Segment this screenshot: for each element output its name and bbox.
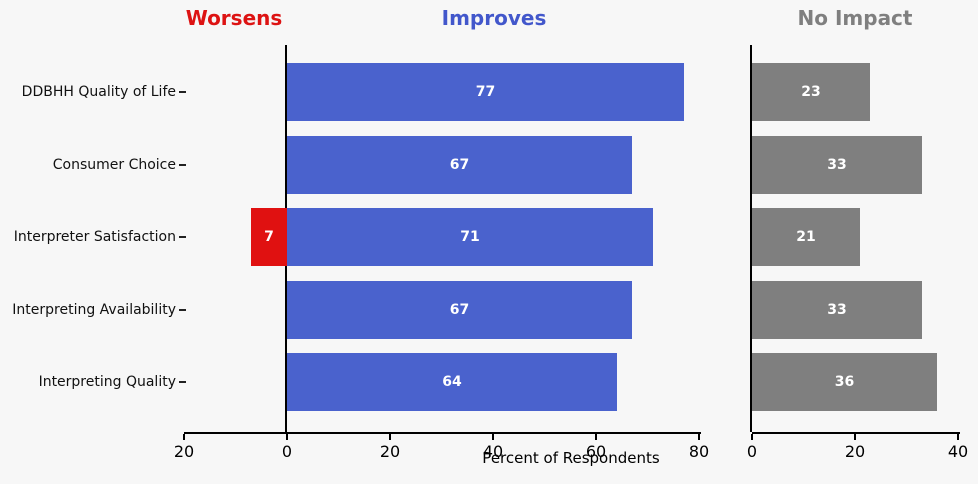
x-axis-tick xyxy=(957,434,959,440)
bar-no-impact: 33 xyxy=(752,281,922,339)
bar-no-impact: 21 xyxy=(752,208,860,266)
bar-value-label: 67 xyxy=(449,302,470,318)
category-label: Interpreting Quality xyxy=(38,374,176,390)
x-axis-tick-label: 20 xyxy=(844,442,866,461)
x-axis-tick xyxy=(286,434,288,440)
bar-improves: 77 xyxy=(287,63,684,121)
x-axis-tick-label: 0 xyxy=(746,442,758,461)
bar-value-label: 36 xyxy=(834,374,855,390)
category-label: Interpreter Satisfaction xyxy=(13,229,176,245)
bar-value-label: 67 xyxy=(449,157,470,173)
x-axis-tick xyxy=(389,434,391,440)
category-tick xyxy=(179,236,186,238)
x-axis-left: 20 0 20 40 60 80 xyxy=(174,432,709,466)
category-tick xyxy=(179,381,186,383)
category-tick xyxy=(179,163,186,166)
x-axis-tick xyxy=(595,434,597,440)
bar-improves: 71 xyxy=(287,208,653,266)
category-label: Interpreting Availability xyxy=(12,301,176,318)
x-axis-tick xyxy=(751,434,753,440)
category-tick xyxy=(179,308,186,311)
category-axis: DDBHH Quality of Life Consumer Choice Inte… xyxy=(0,0,192,484)
x-axis-tick-label: 0 xyxy=(281,442,293,461)
zero-line-right xyxy=(750,45,752,432)
category-label: DDBHH Quality of Life xyxy=(21,84,176,100)
category-tick xyxy=(179,91,186,93)
panel-header-no-impact: No Impact xyxy=(797,6,913,30)
bar-no-impact: 33 xyxy=(752,136,922,194)
bar-value-label: 21 xyxy=(796,229,816,245)
x-axis-tick xyxy=(183,434,185,440)
category-label: Consumer Choice xyxy=(52,156,176,173)
bar-value-label: 33 xyxy=(827,157,847,173)
bar-improves: 67 xyxy=(287,281,632,339)
panel-worsens-improves: 7 77 67 71 67 64 xyxy=(184,45,700,432)
bar-value-label: 7 xyxy=(264,229,274,245)
bar-no-impact: 23 xyxy=(752,63,870,121)
bar-improves: 64 xyxy=(287,353,617,411)
bar-value-label: 77 xyxy=(475,84,496,100)
x-axis-tick-label: 40 xyxy=(482,442,504,461)
x-axis-tick xyxy=(698,434,700,440)
x-axis-tick-label: 40 xyxy=(947,442,969,461)
x-axis-tick xyxy=(492,434,494,440)
bar-no-impact: 36 xyxy=(752,353,937,411)
panel-header-worsens: Worsens xyxy=(185,6,283,30)
bar-value-label: 71 xyxy=(460,229,480,245)
panel-no-impact: 23 33 21 33 36 xyxy=(750,45,959,432)
bar-improves: 67 xyxy=(287,136,632,194)
x-axis-tick-label: 60 xyxy=(585,442,607,461)
panel-header-improves: Improves xyxy=(441,6,547,30)
x-axis-title: Percent of Respondents xyxy=(482,449,660,467)
x-axis-right: 0 20 40 xyxy=(747,432,968,466)
bar-value-label: 33 xyxy=(827,302,847,318)
x-axis-tick-label: 80 xyxy=(688,442,710,461)
bar-worsens: 7 xyxy=(251,208,287,266)
bar-value-label: 23 xyxy=(801,84,821,100)
x-axis-tick xyxy=(854,434,856,440)
bar-value-label: 64 xyxy=(442,374,462,390)
x-axis-tick-label: 20 xyxy=(173,442,195,461)
x-axis-tick-label: 20 xyxy=(379,442,401,461)
